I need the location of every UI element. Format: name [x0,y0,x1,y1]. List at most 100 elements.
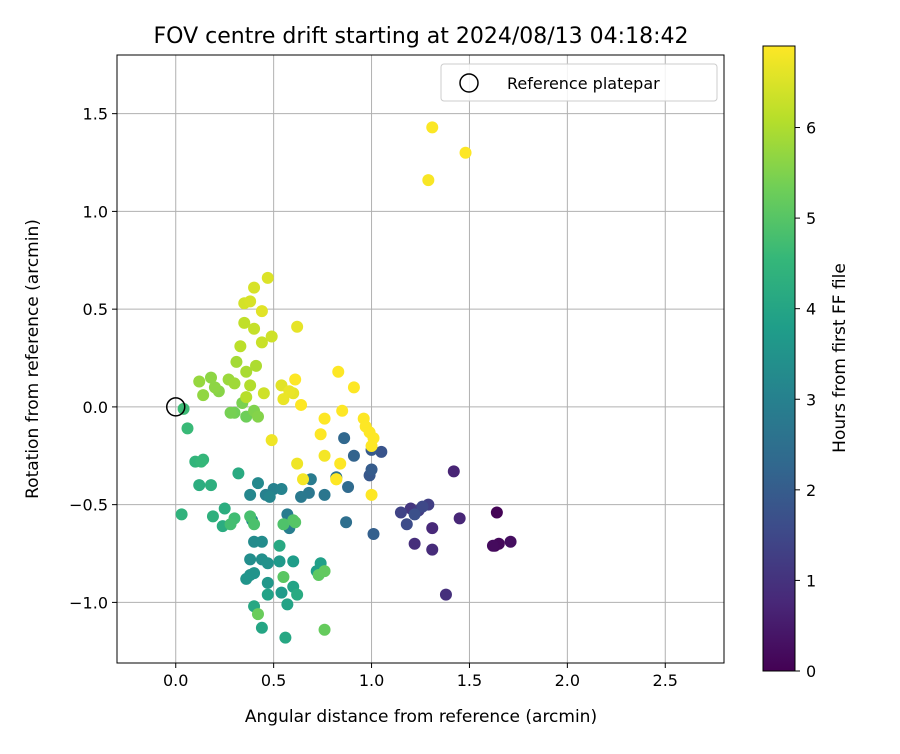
data-point [289,373,302,386]
data-point [314,428,327,441]
data-point [318,449,331,462]
data-point [416,500,429,513]
x-axis-ticks: 0.0 0.5 1.0 1.5 2.0 2.5 [163,663,678,690]
data-point [224,518,237,531]
data-point [365,439,378,452]
data-point [255,621,268,634]
data-point [334,457,347,470]
data-point [336,404,349,417]
data-point [297,473,310,486]
data-point [255,336,268,349]
data-point [261,271,274,284]
colorbar-tick-label: 2 [806,481,816,500]
legend-box [440,63,718,102]
data-point [318,565,331,578]
data-points [165,121,517,644]
data-point [257,387,270,400]
data-point [265,434,278,447]
data-point [255,535,268,548]
data-point [204,479,217,492]
data-point [251,410,264,423]
data-point [208,381,221,394]
x-tick-label: 2.5 [653,671,678,690]
colorbar-ticks: 0 1 2 3 4 5 6 [795,119,816,681]
chart-title: FOV centre drift starting at 2024/08/13 … [154,24,689,49]
data-point [177,402,190,415]
data-point [330,473,343,486]
data-point [275,483,288,496]
y-tick-label: 1.0 [83,202,108,221]
data-point [347,449,360,462]
data-point [426,543,439,556]
data-point [408,508,421,521]
data-point [195,455,208,468]
data-point [318,412,331,425]
data-point [275,586,288,599]
data-point [248,281,261,294]
y-tick-label: −1.0 [69,593,108,612]
data-point [279,631,292,644]
data-point [287,555,300,568]
data-point [291,457,304,470]
data-point [244,379,257,392]
y-tick-label: −0.5 [69,496,108,515]
data-point [240,572,253,585]
data-point [273,539,286,552]
data-point [204,371,217,384]
data-point [342,481,355,494]
data-point [238,316,251,329]
legend-label: Reference platepar [507,74,660,93]
data-point [240,365,253,378]
data-point [261,576,274,589]
colorbar-tick-label: 4 [806,300,816,319]
data-point [232,467,245,480]
x-axis-label: Angular distance from reference (arcmin) [245,707,597,727]
data-point [486,539,499,552]
data-point [228,377,241,390]
data-point [240,391,253,404]
legend-marker [459,73,479,93]
data-point [367,527,380,540]
data-point [263,490,276,503]
data-point [181,422,194,435]
data-point [277,570,290,583]
y-axis-label: Rotation from reference (arcmin) [23,219,43,499]
data-point [426,522,439,535]
x-tick-label: 1.5 [457,671,482,690]
x-tick-label: 2.0 [555,671,580,690]
data-point [291,588,304,601]
y-tick-label: 0.0 [83,398,108,417]
colorbar-tick-label: 3 [806,390,816,409]
colorbar: 0 1 2 3 4 5 6 Hours from first FF file [762,45,850,681]
data-point [244,295,257,308]
data-point [340,516,353,529]
data-point [426,121,439,134]
data-point [197,389,210,402]
data-point [230,355,243,368]
data-point [453,512,466,525]
data-point [224,406,237,419]
data-point [277,518,290,531]
data-point [244,488,257,501]
data-point [459,146,472,159]
data-point [261,557,274,570]
data-point [255,305,268,318]
colorbar-gradient [762,45,796,672]
data-point [504,535,517,548]
data-point [400,518,413,531]
colorbar-label: Hours from first FF file [830,263,850,453]
data-point [248,322,261,335]
data-point [490,506,503,519]
data-point [318,623,331,636]
y-tick-label: 0.5 [83,300,108,319]
y-axis-ticks: −1.0 −0.5 0.0 0.5 1.0 1.5 [69,105,117,612]
data-point [234,340,247,353]
data-point [295,398,308,411]
data-point [175,508,188,521]
data-point [439,588,452,601]
data-point [347,381,360,394]
data-point [295,490,308,503]
data-point [447,465,460,478]
data-point [248,518,261,531]
